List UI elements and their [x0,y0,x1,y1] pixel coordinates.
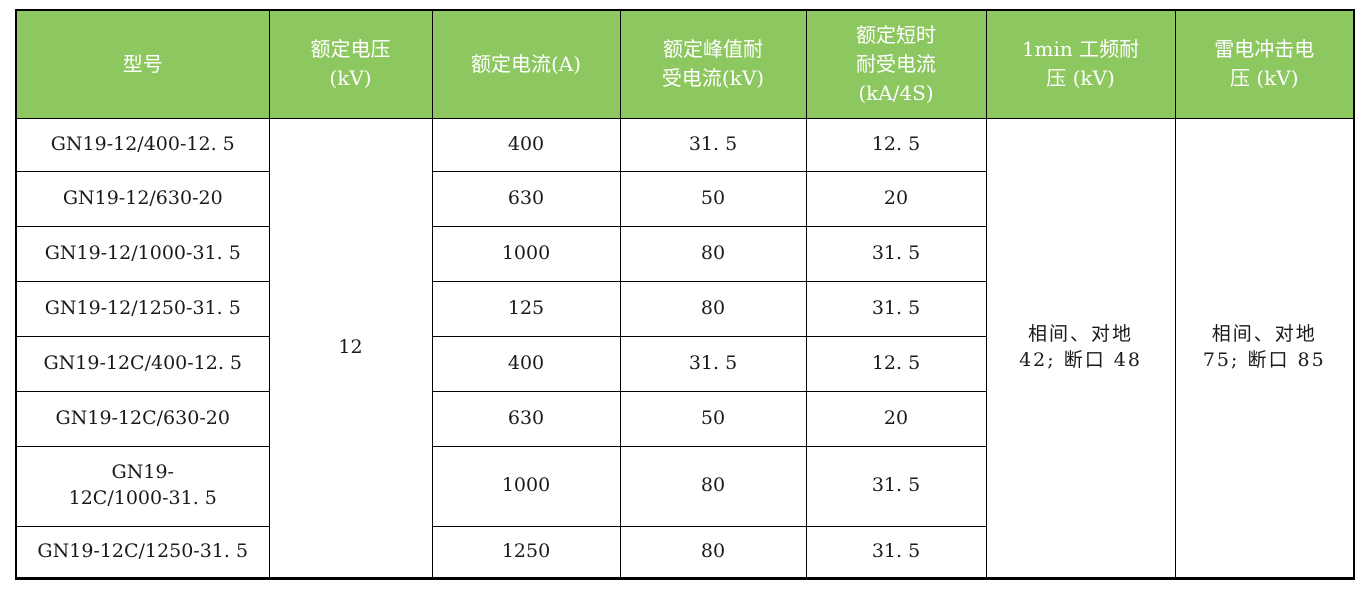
peak-withstand-cell: 31. 5 [619,335,807,392]
model-cell: GN19-12C/1250-31. 5 [15,525,270,579]
short-time-withstand-cell: 12. 5 [805,117,987,172]
table-row: GN19-12/1250-31. 5 125 80 31. 5 [15,280,1354,337]
model-cell: GN19-12C/630-20 [15,390,270,447]
power-frequency-cell: 相间、对地 42; 断口 48 [985,117,1176,579]
header-row: 型号 额定电压 (kV) 额定电流(A) 额定峰值耐 受电流(kV) 额定短时 … [15,9,1355,119]
table-row: GN19-12C/1250-31. 5 1250 80 31. 5 [15,525,1354,579]
rated-current-cell: 1250 [431,525,621,579]
rated-voltage-cell: 12 [268,117,433,579]
rated-current-cell: 630 [431,170,621,227]
model-cell: GN19-12/1250-31. 5 [15,280,270,337]
header-lightning-impulse-voltage: 雷电冲击电 压 (kV) [1174,9,1355,119]
short-time-withstand-cell: 31. 5 [805,225,987,282]
rated-current-cell: 400 [431,335,621,392]
peak-withstand-cell: 31. 5 [619,117,807,172]
header-power-frequency-withstand-voltage: 1min 工频耐 压 (kV) [985,9,1176,119]
peak-withstand-cell: 80 [619,280,807,337]
model-cell: GN19-12/1000-31. 5 [15,225,270,282]
table-row: GN19-12/400-12. 5 12 400 31. 5 12. 5 相间、… [15,117,1355,579]
short-time-withstand-cell: 20 [805,390,987,447]
header-rated-voltage: 额定电压 (kV) [268,9,433,119]
table-row: GN19-12/630-20 630 50 20 [15,170,1354,227]
table-body: GN19-12/400-12. 5 12 400 31. 5 12. 5 相间、… [15,117,1355,579]
short-time-withstand-cell: 31. 5 [805,525,987,579]
short-time-withstand-cell: 20 [805,170,987,227]
table-row: GN19-12/1000-31. 5 1000 80 31. 5 [15,225,1354,282]
spec-table: 型号 额定电压 (kV) 额定电流(A) 额定峰值耐 受电流(kV) 额定短时 … [15,9,1355,580]
model-cell: GN19-12C/400-12. 5 [15,335,270,392]
short-time-withstand-cell: 31. 5 [805,280,987,337]
header-short-time-withstand-current: 额定短时 耐受电流 (kA/4S) [805,9,987,119]
table-row: GN19-12C/400-12. 5 400 31. 5 12. 5 [15,335,1354,392]
model-cell: GN19-12/400-12. 5 [15,117,270,172]
rated-current-cell: 125 [431,280,621,337]
model-cell: GN19-12/630-20 [15,170,270,227]
peak-withstand-cell: 80 [619,525,807,579]
table-row: GN19- 12C/1000-31. 5 1000 80 31. 5 [15,445,1354,527]
lightning-impulse-cell: 相间、对地 75; 断口 85 [1174,117,1355,579]
peak-withstand-cell: 80 [619,445,807,527]
rated-current-cell: 1000 [431,445,621,527]
header-model: 型号 [15,9,270,119]
rated-current-cell: 630 [431,390,621,447]
header-rated-current: 额定电流(A) [431,9,621,119]
peak-withstand-cell: 80 [619,225,807,282]
peak-withstand-cell: 50 [619,170,807,227]
model-cell: GN19- 12C/1000-31. 5 [15,445,270,527]
peak-withstand-cell: 50 [619,390,807,447]
table-header: 型号 额定电压 (kV) 额定电流(A) 额定峰值耐 受电流(kV) 额定短时 … [15,9,1355,119]
rated-current-cell: 400 [431,117,621,172]
short-time-withstand-cell: 31. 5 [805,445,987,527]
header-peak-withstand-current: 额定峰值耐 受电流(kV) [619,9,807,119]
rated-current-cell: 1000 [431,225,621,282]
short-time-withstand-cell: 12. 5 [805,335,987,392]
